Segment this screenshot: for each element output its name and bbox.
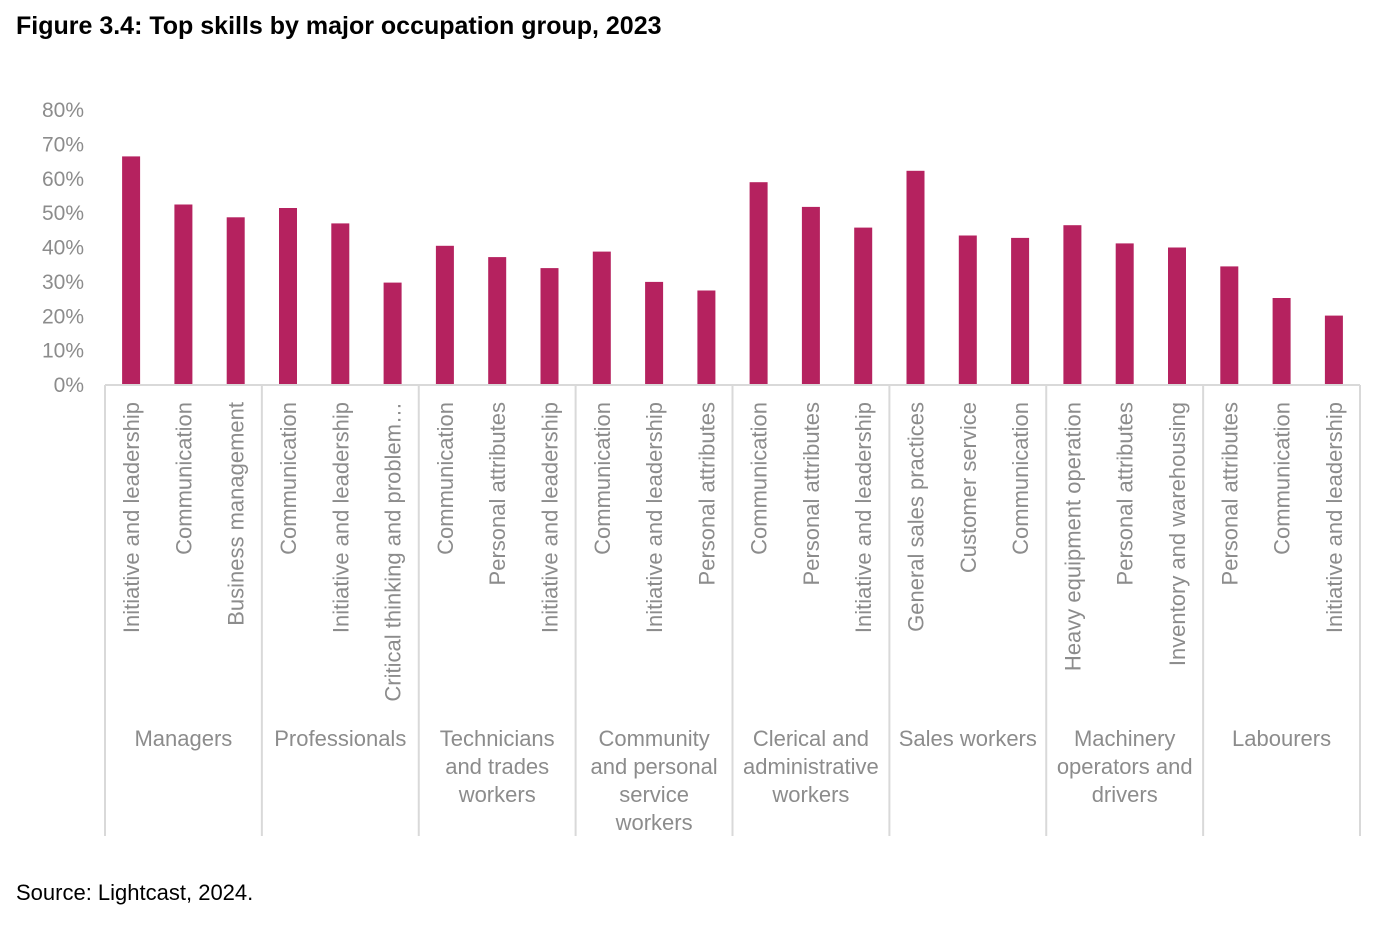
category-label: Personal attributes bbox=[694, 402, 719, 585]
bar bbox=[122, 156, 141, 385]
y-tick-label: 70% bbox=[42, 133, 84, 156]
bar bbox=[592, 251, 611, 385]
category-label: Communication bbox=[590, 402, 615, 555]
bar bbox=[1272, 298, 1291, 385]
bar bbox=[906, 170, 925, 385]
category-label: Communication bbox=[747, 402, 772, 555]
bars bbox=[122, 156, 1343, 386]
y-tick-label: 20% bbox=[42, 305, 84, 328]
bar bbox=[540, 268, 559, 385]
group-label: Clerical and administrative workers bbox=[743, 726, 879, 807]
bar bbox=[174, 204, 193, 385]
y-tick-label: 60% bbox=[42, 168, 84, 191]
bar bbox=[645, 281, 664, 385]
bar bbox=[749, 182, 768, 385]
y-tick-label: 30% bbox=[42, 271, 84, 294]
category-label: Customer service bbox=[956, 402, 981, 573]
category-label: Personal attributes bbox=[799, 402, 824, 585]
y-tick-label: 0% bbox=[54, 374, 84, 397]
y-tick-label: 10% bbox=[42, 340, 84, 363]
bar bbox=[958, 235, 977, 385]
bar bbox=[488, 257, 507, 385]
group-label: Technicians and trades workers bbox=[440, 726, 555, 807]
category-label: Personal attributes bbox=[485, 402, 510, 585]
y-tick-label: 40% bbox=[42, 237, 84, 260]
bar bbox=[1324, 315, 1343, 385]
category-label: Initiative and leadership bbox=[642, 402, 667, 633]
bar bbox=[1115, 243, 1134, 385]
category-label: Communication bbox=[433, 402, 458, 555]
bar bbox=[801, 206, 820, 385]
group-label: Sales workers bbox=[899, 726, 1037, 751]
group-label: Managers bbox=[134, 726, 232, 751]
category-label: Initiative and leadership bbox=[328, 402, 353, 633]
y-tick-label: 50% bbox=[42, 202, 84, 225]
group-label: Labourers bbox=[1232, 726, 1331, 751]
bar bbox=[1063, 225, 1082, 385]
category-label: Personal attributes bbox=[1217, 402, 1242, 585]
chart-title: Figure 3.4: Top skills by major occupati… bbox=[16, 12, 662, 40]
category-label: Communication bbox=[171, 402, 196, 555]
bar bbox=[435, 245, 454, 385]
bar bbox=[331, 223, 350, 385]
category-label: Critical thinking and problem… bbox=[381, 402, 406, 702]
category-label: Initiative and leadership bbox=[119, 402, 144, 633]
source-note: Source: Lightcast, 2024. bbox=[16, 880, 254, 905]
category-label: Heavy equipment operation bbox=[1060, 402, 1085, 671]
category-label: Inventory and warehousing bbox=[1165, 402, 1190, 666]
category-label: Personal attributes bbox=[1113, 402, 1138, 585]
category-label: General sales practices bbox=[904, 402, 929, 632]
bar bbox=[1011, 237, 1030, 385]
bar bbox=[1168, 247, 1186, 385]
x-axis bbox=[104, 384, 1361, 836]
bar bbox=[854, 227, 873, 385]
category-label: Initiative and leadership bbox=[538, 402, 563, 633]
category-label: Initiative and leadership bbox=[851, 402, 876, 633]
bar bbox=[1220, 266, 1239, 385]
group-label: Machinery operators and drivers bbox=[1057, 726, 1193, 807]
group-label: Community and personal service workers bbox=[590, 726, 717, 835]
group-labels: Managers Professionals Technicians and trad… bbox=[134, 726, 1331, 835]
category-label: Initiative and leadership bbox=[1322, 402, 1347, 633]
y-tick-label: 80% bbox=[42, 99, 84, 122]
bar bbox=[226, 217, 245, 386]
group-label: Professionals bbox=[274, 726, 406, 751]
bar bbox=[383, 282, 402, 385]
category-labels: Initiative and leadership Communication Bu… bbox=[119, 402, 1347, 702]
category-label: Communication bbox=[1008, 402, 1033, 555]
bar bbox=[279, 208, 297, 385]
category-label: Business management bbox=[224, 402, 249, 626]
category-label: Communication bbox=[276, 402, 301, 555]
bar bbox=[697, 290, 716, 385]
category-label: Communication bbox=[1270, 402, 1295, 555]
y-axis-ticks: 0% 10% 20% 30% 40% 50% 60% 70% 80% bbox=[42, 99, 84, 397]
